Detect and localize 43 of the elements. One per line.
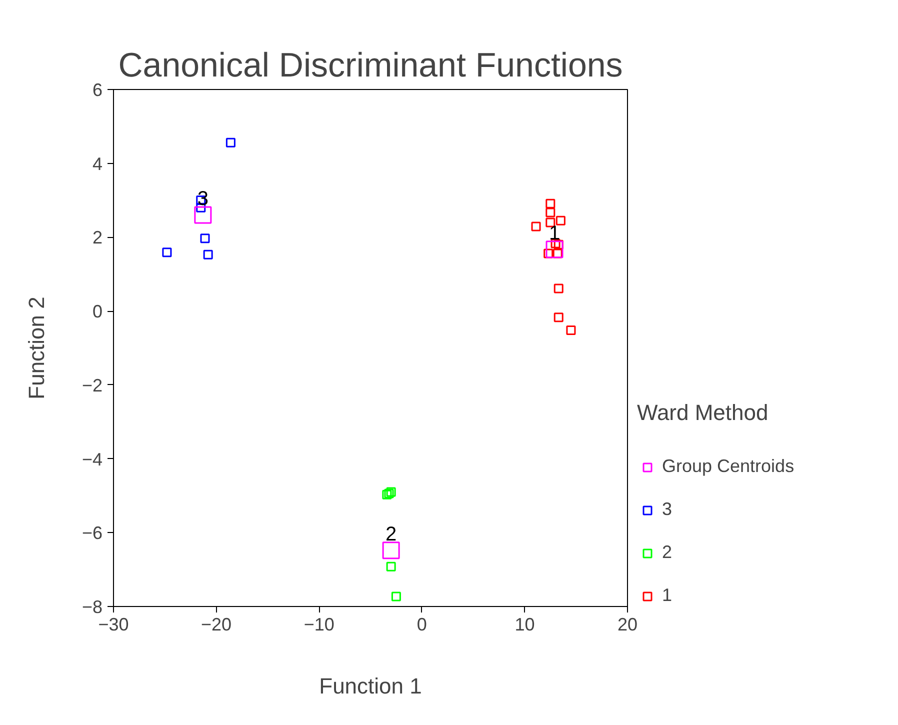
y-tick-label: −2 — [82, 375, 103, 396]
y-axis-title: Function 2 — [24, 296, 49, 400]
point — [556, 216, 566, 226]
y-tick-label: −6 — [82, 523, 103, 544]
y-tick-label: 0 — [92, 302, 103, 322]
point — [203, 250, 213, 260]
point — [566, 326, 576, 336]
point — [544, 248, 554, 258]
y-tick-label: −8 — [82, 597, 103, 617]
point — [162, 248, 172, 258]
point — [554, 312, 564, 322]
point — [550, 238, 560, 248]
x-tick-label: −10 — [304, 614, 334, 634]
x-axis-title: Function 1 — [319, 674, 422, 698]
annotation: 2 — [386, 523, 397, 546]
y-tick-label: 4 — [92, 154, 103, 174]
point — [200, 234, 210, 244]
point — [391, 592, 401, 602]
legend-label: 2 — [662, 542, 674, 563]
chart-title: Canonical Discriminant Functions — [118, 46, 623, 84]
point — [531, 222, 541, 232]
x-tick-label: −30 — [98, 614, 129, 634]
point — [546, 208, 556, 218]
x-tick-label: −20 — [201, 614, 232, 634]
point — [386, 562, 396, 572]
point — [546, 240, 564, 258]
y-tick-label: 6 — [92, 80, 103, 100]
legend-label: 1 — [662, 585, 674, 606]
point — [554, 284, 564, 294]
legend-label: Group Centroids — [662, 456, 794, 477]
legend-title: Ward Method — [637, 400, 770, 426]
x-tick-label: 0 — [416, 614, 427, 634]
x-tick-label: 10 — [514, 614, 535, 634]
annotation: 1 — [548, 222, 560, 244]
point — [546, 218, 556, 228]
point — [226, 138, 236, 148]
point — [194, 206, 212, 224]
point — [546, 198, 556, 208]
legend-label: 3 — [662, 499, 674, 520]
y-tick-label: −4 — [82, 449, 103, 470]
x-tick-label: 20 — [617, 614, 638, 634]
y-tick-label: 2 — [92, 228, 103, 248]
point — [382, 542, 400, 560]
